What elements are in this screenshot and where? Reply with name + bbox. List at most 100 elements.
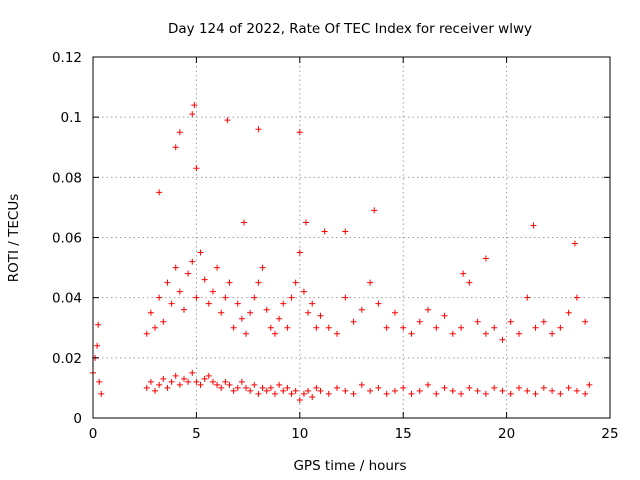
data-point <box>482 255 489 262</box>
data-point <box>247 387 254 394</box>
data-point <box>441 384 448 391</box>
data-point <box>172 144 179 151</box>
x-tick-label: 10 <box>291 426 308 442</box>
data-point <box>222 378 229 385</box>
data-point <box>218 309 225 316</box>
data-point <box>193 294 200 301</box>
data-point <box>458 390 465 397</box>
y-tick-label: 0.08 <box>52 170 82 186</box>
data-point <box>201 375 208 382</box>
data-point <box>147 378 154 385</box>
data-point <box>267 384 274 391</box>
data-point <box>168 378 175 385</box>
data-point <box>276 381 283 388</box>
data-point <box>280 387 287 394</box>
data-point <box>234 384 241 391</box>
data-point <box>296 249 303 256</box>
data-point <box>342 228 349 235</box>
data-point <box>98 390 105 397</box>
data-point <box>317 387 324 394</box>
data-point <box>185 378 192 385</box>
data-point <box>557 390 564 397</box>
data-point <box>230 324 237 331</box>
data-point <box>251 294 258 301</box>
data-point <box>271 390 278 397</box>
data-point <box>209 378 216 385</box>
data-point <box>474 318 481 325</box>
data-point <box>160 318 167 325</box>
data-point <box>358 381 365 388</box>
data-point <box>95 321 102 328</box>
data-point <box>189 369 196 376</box>
y-tick-label: 0.12 <box>52 50 82 66</box>
data-point <box>400 324 407 331</box>
data-point <box>224 117 231 124</box>
data-point <box>425 381 432 388</box>
data-point <box>251 381 258 388</box>
data-point <box>375 300 382 307</box>
data-point <box>164 279 171 286</box>
data-point <box>367 387 374 394</box>
data-point <box>152 387 159 394</box>
data-point <box>209 288 216 295</box>
data-point <box>532 324 539 331</box>
data-point <box>482 390 489 397</box>
data-point <box>296 396 303 403</box>
data-point <box>156 294 163 301</box>
data-point <box>143 384 150 391</box>
gridlines <box>93 57 610 418</box>
data-point <box>238 315 245 322</box>
data-point <box>263 306 270 313</box>
data-point <box>516 330 523 337</box>
data-point <box>499 336 506 343</box>
x-axis-label: GPS time / hours <box>293 458 406 474</box>
data-point <box>507 390 514 397</box>
data-point <box>524 387 531 394</box>
data-point <box>532 390 539 397</box>
chart-title: Day 124 of 2022, Rate Of TEC Index for r… <box>168 21 532 37</box>
data-point <box>222 294 229 301</box>
data-point <box>474 387 481 394</box>
data-point <box>507 318 514 325</box>
x-tick-label: 0 <box>89 426 98 442</box>
data-point <box>433 390 440 397</box>
data-point <box>586 381 593 388</box>
x-tick-label: 5 <box>192 426 201 442</box>
data-point <box>143 330 150 337</box>
data-point <box>267 324 274 331</box>
data-point <box>280 300 287 307</box>
data-point <box>516 384 523 391</box>
x-tick-label: 25 <box>601 426 618 442</box>
data-point <box>342 387 349 394</box>
data-point <box>565 384 572 391</box>
data-point <box>334 384 341 391</box>
data-point <box>334 330 341 337</box>
data-point <box>255 390 262 397</box>
data-point <box>371 207 378 214</box>
axes: 0 5 10 15 20 25 0 0.02 0.04 0.06 0.08 0.1 0.12 <box>52 50 619 442</box>
data-point <box>460 270 467 277</box>
data-point <box>416 387 423 394</box>
data-point <box>284 324 291 331</box>
data-point <box>367 279 374 286</box>
data-point <box>358 306 365 313</box>
data-point <box>276 315 283 322</box>
data-point <box>255 126 262 133</box>
data-point <box>300 390 307 397</box>
data-point <box>433 324 440 331</box>
data-point <box>226 279 233 286</box>
data-point <box>160 375 167 382</box>
data-point <box>309 300 316 307</box>
data-point <box>189 111 196 118</box>
data-point <box>350 318 357 325</box>
y-tick-label: 0.02 <box>52 351 82 367</box>
y-tick-label: 0 <box>73 411 82 427</box>
data-point <box>176 129 183 136</box>
data-point <box>499 387 506 394</box>
data-point <box>325 390 332 397</box>
data-point <box>176 288 183 295</box>
data-point <box>156 189 163 196</box>
data-point <box>300 288 307 295</box>
data-point <box>168 300 175 307</box>
